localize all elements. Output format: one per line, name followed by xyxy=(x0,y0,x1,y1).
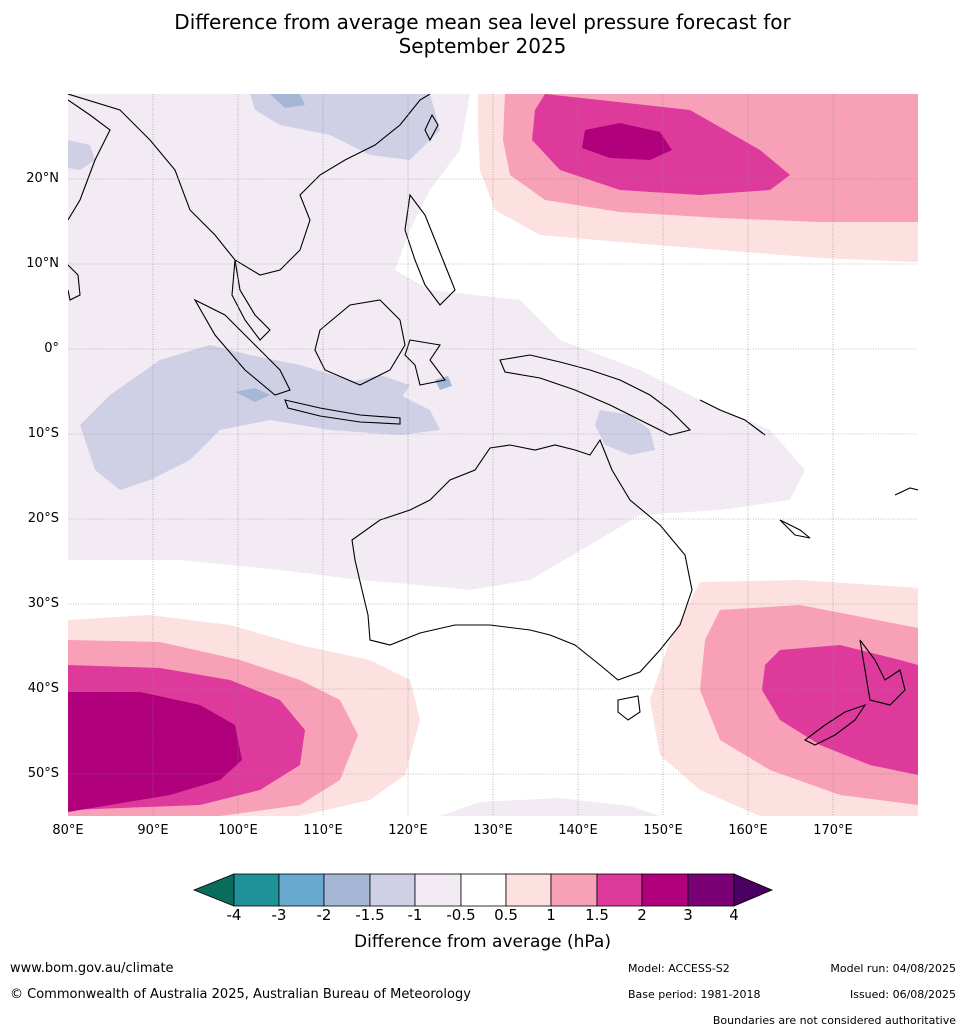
tasmania-outline xyxy=(617,695,641,721)
colorbar-seg-3 xyxy=(323,873,371,907)
new-guinea-outline xyxy=(499,354,692,436)
lat-label-20n: 20°N xyxy=(26,171,59,186)
java-outline xyxy=(284,399,401,425)
disclaimer-text: Boundaries are not considered authoritat… xyxy=(712,1014,956,1027)
mainland-asia-outline xyxy=(68,94,431,276)
contour-neg-1.5-sumatra xyxy=(235,388,270,402)
lon-label-140e: 140°E xyxy=(558,823,598,838)
colorbar-tick-2: -2 xyxy=(316,906,332,924)
lon-label-90e: 90°E xyxy=(137,823,169,838)
title-line-2: September 2025 xyxy=(398,34,567,58)
colorbar-label: Difference from average (hPa) xyxy=(354,932,611,952)
colorbar-seg-9 xyxy=(596,873,643,907)
colorbar-tick-8: 1.5 xyxy=(585,906,609,924)
colorbar-arrow-low xyxy=(192,873,235,907)
contour-neg-0.5-south xyxy=(440,798,660,816)
contour-neg-0.5-north xyxy=(68,94,250,230)
lat-label-0: 0° xyxy=(44,341,59,356)
lon-label-110e: 110°E xyxy=(303,823,343,838)
lat-label-10n: 10°N xyxy=(26,256,59,271)
lat-label-20s: 20°S xyxy=(27,511,59,526)
model-run-text: Model run: 04/08/2025 xyxy=(830,962,956,975)
lon-label-80e: 80°E xyxy=(52,823,84,838)
colorbar-tick-1: -3 xyxy=(271,906,287,924)
lon-label-100e: 100°E xyxy=(218,823,258,838)
lat-label-10s: 10°S xyxy=(27,426,59,441)
title-line-1: Difference from average mean sea level p… xyxy=(174,10,791,34)
lat-label-50s: 50°S xyxy=(27,766,59,781)
colorbar-seg-8 xyxy=(550,873,598,907)
lon-label-120e: 120°E xyxy=(388,823,428,838)
contour-neg-1.0-banda xyxy=(340,375,410,400)
contour-neg-0.5-tropics xyxy=(68,94,805,590)
contour-neg-1.0-north xyxy=(250,94,440,160)
website-link[interactable]: www.bom.gov.au/climate xyxy=(10,961,174,976)
sumatra-outline xyxy=(193,298,291,396)
colorbar-seg-2 xyxy=(278,873,325,907)
new-zealand-south xyxy=(803,703,867,746)
colorbar-tick-0: -4 xyxy=(226,906,242,924)
colorbar-tick-7: 1 xyxy=(546,906,556,924)
lat-label-30s: 30°S xyxy=(27,596,59,611)
map xyxy=(68,94,918,816)
colorbar-tick-5: -0.5 xyxy=(446,906,476,924)
colorbar-tick-11: 4 xyxy=(729,906,739,924)
colorbar-arrow-high xyxy=(733,873,774,907)
new-zealand-north xyxy=(859,639,906,706)
lon-label-160e: 160°E xyxy=(728,823,768,838)
coastlines xyxy=(68,94,918,746)
colorbar-tick-6: 0.5 xyxy=(494,906,518,924)
taiwan xyxy=(424,113,439,142)
colorbar-seg-4 xyxy=(369,873,416,907)
borneo-outline xyxy=(314,299,406,386)
graticule xyxy=(68,94,918,816)
colorbar-tick-4: -1 xyxy=(407,906,423,924)
contour-neg-1.0-arafura xyxy=(595,410,655,455)
contour-pos-2.0-south-indian xyxy=(68,692,242,812)
australia-outline xyxy=(351,438,693,681)
copyright-text: © Commonwealth of Australia 2025, Austra… xyxy=(10,987,471,1002)
contour-pos-2.0-north-pacific xyxy=(582,123,672,160)
colorbar-seg-7 xyxy=(505,873,552,907)
colorbar-seg-10 xyxy=(641,873,689,907)
model-text: Model: ACCESS-S2 xyxy=(628,962,730,975)
colorbar-seg-11 xyxy=(687,873,735,907)
colorbar-tick-9: 2 xyxy=(637,906,647,924)
lon-label-130e: 130°E xyxy=(473,823,513,838)
contour-neg-1.5-banda xyxy=(435,376,452,390)
base-period-text: Base period: 1981-2018 xyxy=(628,988,761,1001)
lon-label-150e: 150°E xyxy=(643,823,683,838)
colorbar-tick-3: -1.5 xyxy=(355,906,385,924)
new-caledonia xyxy=(779,519,811,539)
sulawesi-outline xyxy=(404,339,446,386)
map-title: Difference from average mean sea level p… xyxy=(0,10,965,58)
pressure-anomaly-field xyxy=(68,94,918,816)
colorbar-seg-6 xyxy=(460,873,507,907)
solomon-islands xyxy=(699,399,766,436)
sri-lanka xyxy=(68,264,81,301)
colorbar-seg-1 xyxy=(233,873,280,907)
colorbar-tick-10: 3 xyxy=(683,906,693,924)
contour-neg-1.5-north xyxy=(270,94,305,108)
lat-label-40s: 40°S xyxy=(27,681,59,696)
contour-pos-1.5-tasman xyxy=(762,645,918,775)
colorbar-seg-5 xyxy=(414,873,462,907)
lon-label-170e: 170°E xyxy=(813,823,853,838)
fiji xyxy=(894,487,918,496)
malay-peninsula xyxy=(231,259,271,341)
contour-neg-1.0-northwest xyxy=(68,140,95,170)
philippines-outline xyxy=(404,193,456,306)
issued-text: Issued: 06/08/2025 xyxy=(849,988,956,1001)
india-tip xyxy=(68,99,111,221)
colorbar xyxy=(192,873,774,907)
